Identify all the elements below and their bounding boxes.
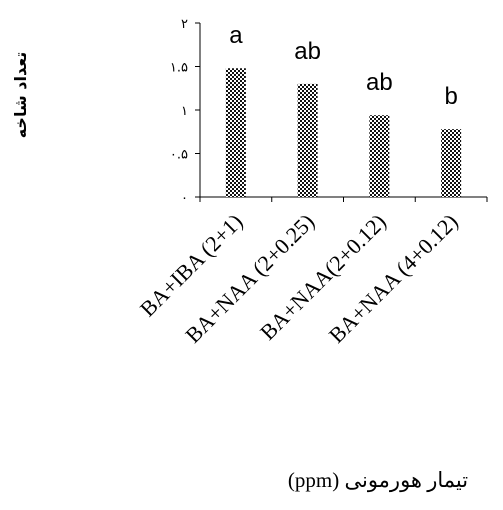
category-label: BA+NAA (2+0.25) <box>180 209 319 348</box>
y-tick-label: ۲ <box>181 17 188 32</box>
significance-letter: ab <box>294 38 321 65</box>
x-axis-label: تیمار هورمونی (ppm) <box>288 468 468 493</box>
significance-letter: a <box>229 22 243 49</box>
bar <box>441 129 462 197</box>
y-tick-label: ۱.۵ <box>170 61 188 76</box>
y-tick-label: ۰ <box>181 191 188 206</box>
category-label: BA+NAA (4+0.12) <box>324 209 463 348</box>
y-ticks: ۰ ۰.۵ ۱ ۱.۵ ۲ <box>170 17 200 206</box>
significance-letters: a ab ab b <box>229 22 458 110</box>
category-label: BA+NAA(2+0.12) <box>255 209 391 345</box>
bar <box>225 68 246 198</box>
bar <box>297 83 318 197</box>
bar <box>369 115 390 197</box>
significance-letter: b <box>444 83 457 110</box>
category-labels: BA+IBA (2+1)BA+NAA (2+0.25)BA+NAA(2+0.12… <box>135 209 463 348</box>
y-tick-label: ۰.۵ <box>170 148 188 163</box>
y-tick-label: ۱ <box>181 104 188 119</box>
y-axis-label: تعداد شاخه <box>11 52 30 139</box>
bars <box>225 68 462 198</box>
significance-letter: ab <box>366 69 393 96</box>
